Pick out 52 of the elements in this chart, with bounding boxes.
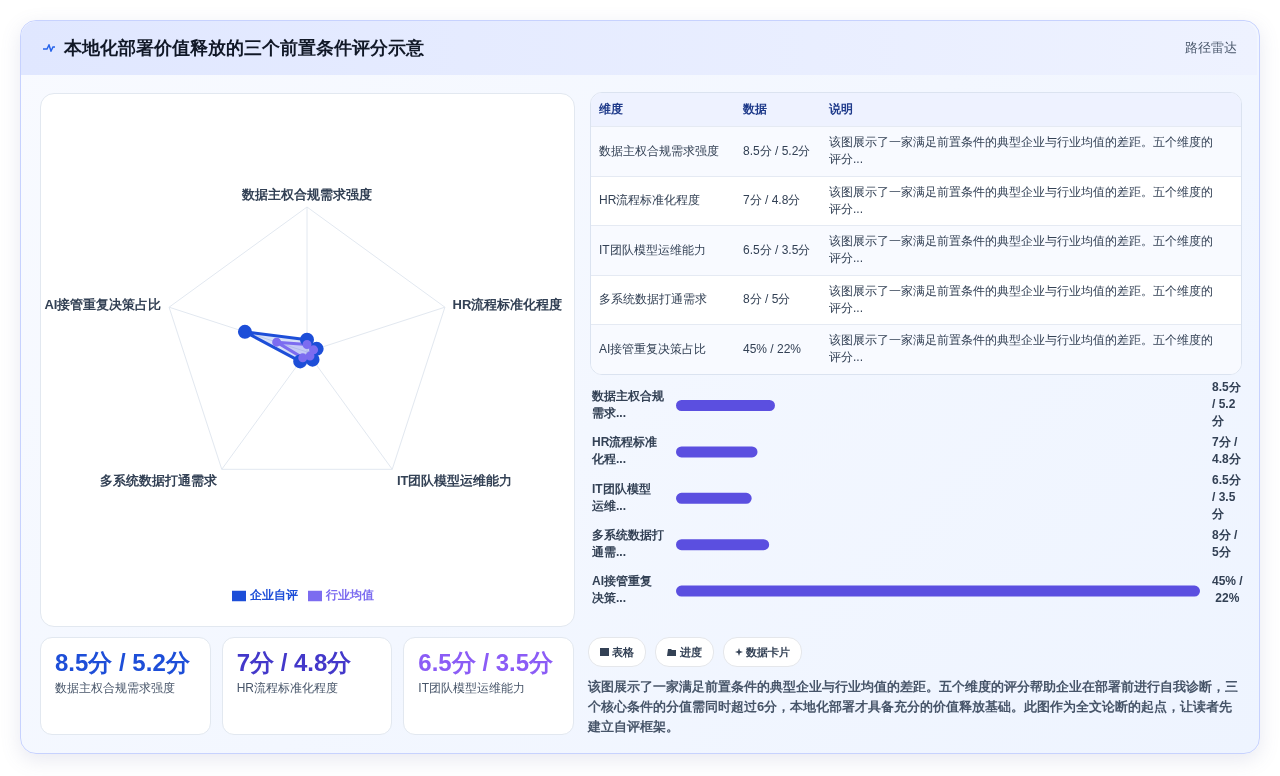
bar bbox=[676, 585, 1200, 597]
y-tick-label: 多系统数据打通需... bbox=[591, 528, 664, 560]
data-label: 7分 / 4.8分 bbox=[1212, 435, 1242, 467]
text: 该图展示了一家满足前置条件的典型企业与行业均值的差距。五个维度的评分... bbox=[829, 332, 1214, 367]
text: 该图展示了一家满足前置条件的典型企业与行业均值的差距。五个维度的评分... bbox=[829, 282, 1214, 317]
text: 8.5分 / 5.2分 bbox=[743, 142, 812, 160]
legend-label: 行业均值 bbox=[325, 588, 374, 602]
text: 数据卡片 bbox=[723, 637, 802, 667]
legend-label: 企业自评 bbox=[249, 588, 298, 602]
bar bbox=[676, 492, 752, 504]
text: 数据 bbox=[743, 101, 768, 118]
text: HR流程标准化程度 bbox=[598, 192, 702, 210]
text: 该图展示了一家满足前置条件的典型企业与行业均值的差距。五个维度的评分... bbox=[829, 134, 1214, 169]
data-label: 8.5分 / 5.2分 bbox=[1211, 380, 1245, 429]
text: 数据主权合规需求强度 bbox=[55, 680, 176, 697]
text: AI接管重复决策占比 bbox=[598, 340, 708, 358]
spoke-label: 多系统数据打通需求 bbox=[100, 473, 219, 489]
y-tick-label: HR流程标准化程... bbox=[591, 435, 658, 467]
spoke-label: HR流程标准化程度 bbox=[452, 297, 563, 313]
spoke-label: 数据主权合规需求强度 bbox=[241, 187, 372, 202]
text: 表格 bbox=[588, 637, 646, 667]
text: 路径雷达 bbox=[1185, 39, 1237, 57]
text: 本地化部署价值释放的三个前置条件评分示意 bbox=[64, 37, 424, 60]
data-label: 45% / 22% bbox=[1212, 574, 1244, 606]
y-tick-label: 数据主权合规需求... bbox=[591, 388, 665, 420]
text: 数据主权合规需求强度 bbox=[598, 142, 720, 160]
y-tick-label: AI接管重复决策... bbox=[592, 574, 652, 606]
text: 维度 bbox=[598, 101, 624, 118]
bar bbox=[676, 539, 770, 551]
text: IT团队模型运维能力 bbox=[418, 680, 526, 697]
text: IT团队模型运维能力 bbox=[598, 241, 707, 259]
spoke-label: IT团队模型运维能力 bbox=[396, 473, 513, 489]
text: 8分 / 5分 bbox=[743, 291, 792, 309]
text: 该图展示了一家满足前置条件的典型企业与行业均值的差距。五个维度的评分... bbox=[829, 233, 1214, 268]
text: 6.5分 / 3.5分 bbox=[743, 241, 812, 259]
text: 45% / 22% bbox=[743, 340, 803, 358]
text: 说明 bbox=[829, 101, 854, 118]
data-label: 8分 / 5分 bbox=[1212, 528, 1241, 560]
text: 6.5分 / 3.5分 bbox=[418, 649, 555, 676]
text: HR流程标准化程度 bbox=[236, 680, 339, 697]
text: 该图展示了一家满足前置条件的典型企业与行业均值的差距。五个维度的评分... bbox=[829, 183, 1214, 218]
text: 多系统数据打通需求 bbox=[598, 291, 708, 309]
text: 该图展示了一家满足前置条件的典型企业与行业均值的差距。五个维度的评分帮助企业在部署前进行自我诊断，三个核心条件的分值需同时超过6分，本地化部署才具备充分的价值释放基础。此图作为全文论断的起点，让读者先建立自评框架。 bbox=[588, 678, 1239, 736]
text: 8.5分 / 5.2分 bbox=[55, 649, 191, 676]
data-label: 6.5分 / 3.5分 bbox=[1211, 473, 1245, 522]
spoke-label: AI接管重复决策占比 bbox=[44, 297, 162, 313]
bar bbox=[676, 446, 758, 458]
text: 7分 / 4.8分 bbox=[236, 649, 353, 676]
text: 7分 / 4.8分 bbox=[743, 192, 802, 210]
text: 进度 bbox=[655, 637, 714, 667]
y-tick-label: IT团队模型运维... bbox=[591, 481, 651, 513]
bar bbox=[676, 400, 775, 411]
